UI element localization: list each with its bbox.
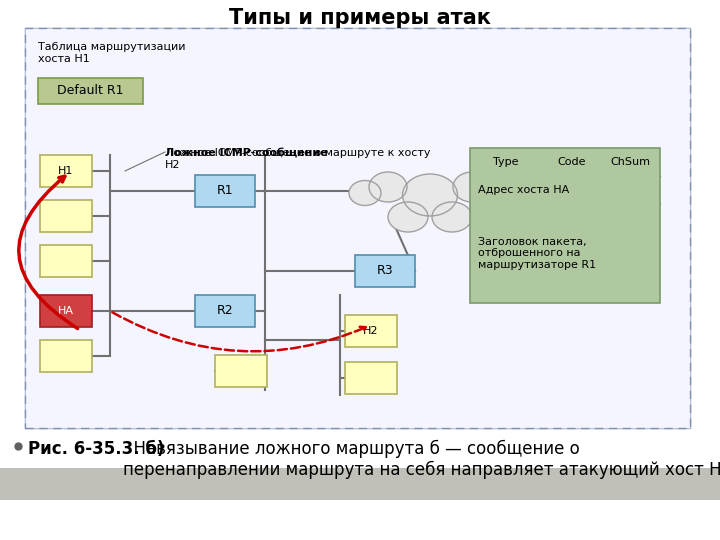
Ellipse shape [369,172,407,202]
Bar [345,362,397,394]
Bar [470,148,660,303]
Bar [40,155,92,187]
Ellipse shape [432,202,472,232]
Text: Ложное ICMP-сообщение о маршруте к хосту
Н2: Ложное ICMP-сообщение о маршруте к хосту… [165,148,431,170]
Text: Default R1: Default R1 [58,84,124,98]
Text: ChSum: ChSum [611,157,651,167]
Ellipse shape [453,172,491,202]
Text: Рис. 6-35.3. б): Рис. 6-35.3. б) [28,440,164,458]
Bar [25,28,690,428]
Text: Таблица маршрутизации
хоста Н1: Таблица маршрутизации хоста Н1 [38,42,186,64]
Text: H1: H1 [58,166,73,176]
Bar [38,78,143,104]
Ellipse shape [349,180,381,206]
Ellipse shape [479,180,511,206]
Text: H2: H2 [364,326,379,336]
Bar [345,315,397,347]
Text: Типы и примеры атак: Типы и примеры атак [229,8,491,28]
Ellipse shape [388,202,428,232]
Text: Type: Type [493,157,519,167]
Text: Ложное ICMP-сообщение: Ложное ICMP-сообщение [165,148,328,158]
Bar [195,295,255,327]
Bar [40,340,92,372]
Bar [25,28,690,428]
Polygon shape [0,468,720,500]
Bar [355,255,415,287]
Text: R3: R3 [377,265,393,278]
Text: R1: R1 [217,185,233,198]
Text: Code: Code [557,157,586,167]
Text: НА: НА [58,306,74,316]
Bar [40,295,92,327]
Bar [40,245,92,277]
Text: Адрес хоста НА: Адрес хоста НА [478,185,570,195]
Bar [195,175,255,207]
Ellipse shape [402,174,457,216]
Text: Заголовок пакета,
отброшенного на
маршрутизаторе R1: Заголовок пакета, отброшенного на маршру… [478,237,596,270]
Text: Навязывание ложного маршрута б — сообщение о
перенаправлении маршрута на себя на: Навязывание ложного маршрута б — сообщен… [123,440,720,480]
Text: R2: R2 [217,305,233,318]
Bar [40,200,92,232]
Bar [215,355,267,387]
